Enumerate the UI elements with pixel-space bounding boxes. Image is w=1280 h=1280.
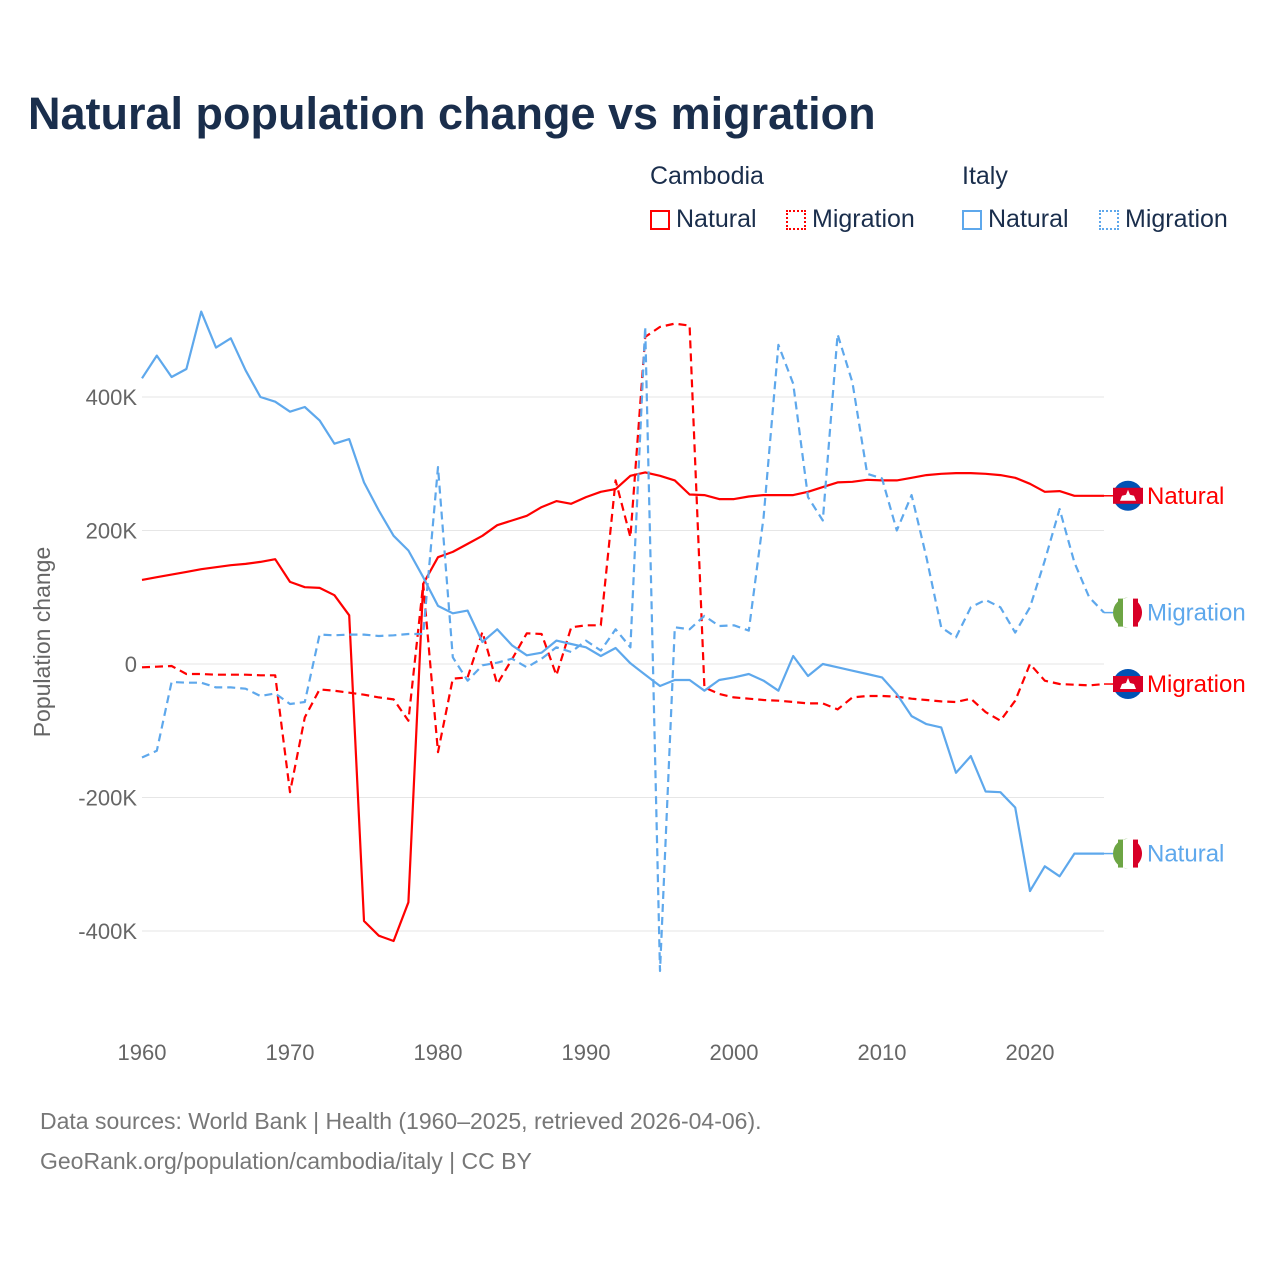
- legend-italy-migration[interactable]: Migration: [1099, 205, 1228, 234]
- end-label: Migration: [1147, 600, 1246, 627]
- x-tick-label: 2000: [710, 1040, 759, 1065]
- flag-red: [1133, 598, 1138, 627]
- cambodia-flag-icon: [1113, 480, 1143, 511]
- legend-label: Migration: [812, 205, 915, 233]
- flag-red: [1133, 839, 1138, 868]
- flag-red: [1136, 841, 1142, 866]
- flag-green: [1118, 839, 1123, 868]
- series-line-italy-natural: [141, 310, 1104, 893]
- y-tick-label: 0: [125, 652, 137, 677]
- legend-group-italy: Italy: [962, 162, 1008, 190]
- legend-label: Migration: [1125, 205, 1228, 233]
- legend-label: Natural: [676, 205, 757, 233]
- legend-swatch-solid: [962, 209, 982, 230]
- x-tick-label: 1990: [562, 1040, 611, 1065]
- series-line-cambodia-natural: [141, 471, 1104, 943]
- flag-green: [1118, 598, 1123, 627]
- y-tick-label: -400K: [78, 919, 137, 944]
- legend-cambodia-natural[interactable]: Natural: [650, 205, 757, 234]
- legend-cambodia-migration[interactable]: Migration: [786, 205, 915, 234]
- flag-red: [1136, 600, 1142, 625]
- series-line-cambodia-migration: [141, 322, 1105, 794]
- x-tick-label: 1970: [266, 1040, 315, 1065]
- x-tick-label: 1960: [118, 1040, 167, 1065]
- legend-group-cambodia: Cambodia: [650, 162, 764, 190]
- x-tick-label: 2010: [858, 1040, 907, 1065]
- end-label: Natural: [1147, 841, 1224, 868]
- end-label: Natural: [1147, 483, 1224, 510]
- footer-sources: Data sources: World Bank | Health (1960–…: [40, 1108, 762, 1134]
- italy-flag-icon: [1113, 597, 1143, 628]
- legend-label: Natural: [988, 205, 1069, 233]
- legend-italy-natural[interactable]: Natural: [962, 205, 1069, 234]
- flag-temple: [1120, 489, 1136, 501]
- footer-credit: GeoRank.org/population/cambodia/italy | …: [40, 1148, 532, 1174]
- y-axis-label: Population change: [29, 547, 55, 738]
- legend-swatch-dotted: [786, 209, 806, 230]
- y-tick-label: 200K: [86, 519, 138, 544]
- x-tick-label: 2020: [1006, 1040, 1055, 1065]
- series-line-italy-migration: [141, 325, 1105, 973]
- chart-title: Natural population change vs migration: [28, 88, 876, 139]
- legend-swatch-dotted: [1099, 209, 1119, 230]
- cambodia-flag-icon: [1113, 669, 1143, 700]
- legend-swatch-solid: [650, 209, 670, 230]
- end-label: Migration: [1147, 671, 1246, 698]
- flag-temple: [1120, 678, 1136, 690]
- x-tick-label: 1980: [414, 1040, 463, 1065]
- y-tick-label: -200K: [78, 786, 137, 811]
- y-tick-label: 400K: [86, 385, 138, 410]
- italy-flag-icon: [1113, 838, 1143, 869]
